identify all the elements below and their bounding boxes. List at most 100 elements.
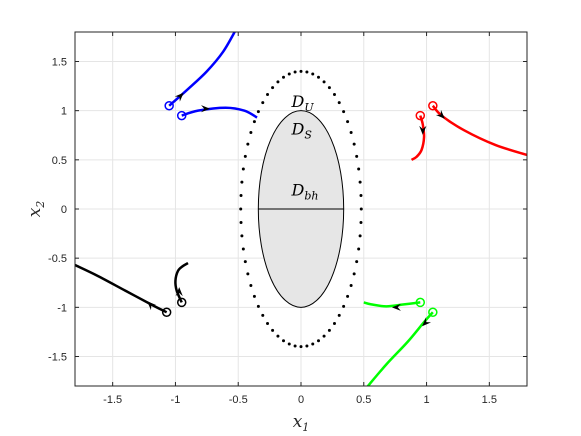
start-marker [164, 101, 174, 111]
start-marker [428, 307, 438, 317]
region-label-d-u-main: D [291, 92, 305, 111]
y-axis-label: x2 [25, 201, 47, 218]
region-label-d-bh: Dbh [291, 180, 319, 202]
y-tick-label: -0.5 [48, 253, 67, 265]
trajectory-curve [75, 263, 168, 314]
boundary-dot [332, 321, 336, 325]
direction-arrow [174, 92, 184, 102]
boundary-dot [256, 110, 260, 114]
x-tick-label: 0 [298, 394, 304, 406]
boundary-dot [311, 72, 315, 76]
boundary-dot [337, 101, 341, 105]
y-tick-label: 0 [61, 204, 67, 216]
boundary-dot [240, 180, 244, 184]
y-axis-label-sub: 2 [34, 201, 47, 209]
boundary-dot [276, 80, 280, 84]
direction-arrow [435, 109, 445, 119]
boundary-dot [299, 345, 303, 349]
y-axis-label-main: x [25, 207, 45, 217]
direction-arrow [391, 303, 401, 311]
boundary-dot [266, 93, 270, 97]
boundary-dot [305, 70, 309, 74]
boundary-dot [305, 344, 309, 348]
trajectory-curve [410, 115, 426, 161]
boundary-dot [249, 283, 253, 287]
trajectory-curve [366, 311, 434, 386]
boundary-dot [282, 75, 286, 79]
boundary-dot [243, 260, 247, 264]
direction-arrow [419, 125, 427, 135]
boundary-dot [252, 294, 256, 298]
boundary-dot [337, 313, 341, 317]
region-label-d-u: DU [291, 92, 315, 114]
boundary-dot [249, 131, 253, 135]
boundary-dot [349, 283, 353, 287]
tick-labels: -1.5 -1 -0.5 0 0.5 1 1.5 -1.5 -1 -0.5 0 0.5 1 1.5 [48, 57, 497, 407]
boundary-dot [271, 86, 275, 90]
x-tick-label: 1.5 [482, 394, 497, 406]
direction-arrow [175, 287, 183, 297]
trajectory-curve [431, 104, 527, 157]
boundary-dot [349, 131, 353, 135]
boundary-dot [355, 260, 359, 264]
region-label-d-s: DS [291, 119, 313, 141]
y-tick-label: 0.5 [52, 155, 67, 167]
boundary-dot [357, 167, 361, 171]
x-axis-label: x1 [293, 412, 310, 434]
boundary-dot [332, 93, 336, 97]
boundary-dot [241, 167, 245, 171]
boundary-dot [359, 207, 363, 211]
boundary-dot [256, 304, 260, 308]
boundary-dot [358, 180, 362, 184]
x-tick-label: 1 [423, 394, 429, 406]
boundary-dot [359, 220, 363, 224]
direction-arrow [422, 317, 432, 327]
boundary-dot [239, 194, 243, 198]
start-marker [161, 307, 172, 317]
boundary-dot [239, 220, 243, 224]
x-tick-label: -1.5 [103, 394, 122, 406]
boundary-dot [346, 120, 350, 124]
dotted-boundary-ellipse [239, 69, 363, 349]
trajectory-curve [363, 301, 421, 308]
boundary-dot [243, 154, 247, 158]
x-tick-label: -0.5 [229, 394, 248, 406]
boundary-dot [266, 321, 270, 325]
boundary-dot [239, 207, 243, 211]
region-label-d-s-main: D [291, 119, 305, 138]
boundary-dot [359, 194, 363, 198]
boundary-dot [246, 272, 250, 276]
region-label-d-bh-sub: bh [304, 189, 318, 202]
start-marker [415, 297, 426, 308]
boundary-dot [342, 304, 346, 308]
boundary-dot [241, 247, 245, 251]
y-tick-label: 1.5 [52, 57, 67, 69]
y-tick-label: -1.5 [48, 352, 67, 364]
x-tick-label: 0.5 [356, 394, 371, 406]
boundary-dot [327, 86, 331, 90]
region-label-d-u-sub: U [304, 101, 314, 114]
boundary-dot [287, 72, 291, 76]
region-label-d-s-sub: S [304, 128, 312, 141]
trajectory-curve [174, 261, 189, 303]
boundary-dot [252, 120, 256, 124]
boundary-dot [293, 344, 297, 348]
boundary-dot [316, 75, 320, 79]
boundary-dot [299, 69, 303, 73]
direction-arrow [147, 301, 157, 311]
boundary-dot [316, 339, 320, 343]
boundary-dot [293, 70, 297, 74]
boundary-dot [357, 247, 361, 251]
trajectories [75, 32, 527, 386]
boundary-dot [327, 328, 331, 332]
start-marker [176, 110, 187, 121]
boundary-dot [346, 294, 350, 298]
y-tick-label: -1 [57, 302, 67, 314]
boundary-dot [271, 328, 275, 332]
regions [257, 110, 345, 308]
boundary-dot [322, 334, 326, 338]
start-marker [428, 101, 438, 111]
boundary-dot [246, 142, 250, 146]
